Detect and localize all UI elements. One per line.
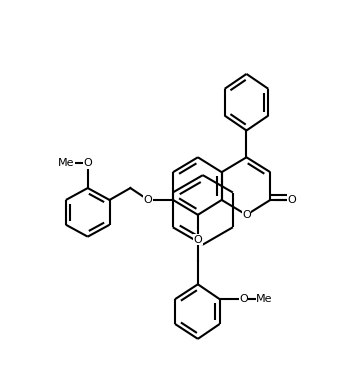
Text: O: O bbox=[242, 210, 251, 220]
Text: O: O bbox=[288, 195, 297, 205]
Text: O: O bbox=[144, 195, 153, 205]
Text: O: O bbox=[239, 294, 248, 304]
Text: Me: Me bbox=[58, 158, 74, 168]
Text: O: O bbox=[83, 158, 92, 168]
Text: O: O bbox=[194, 235, 202, 245]
Text: Me: Me bbox=[256, 294, 272, 304]
